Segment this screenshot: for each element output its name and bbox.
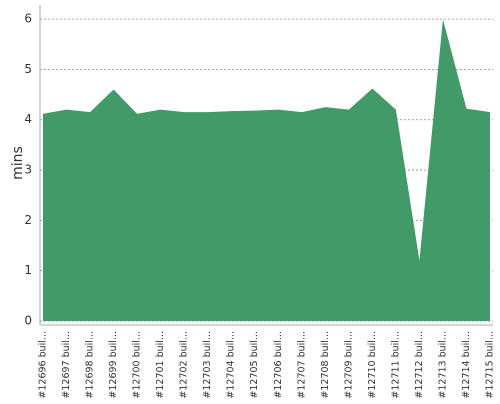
y-tick-label: 5 — [24, 62, 32, 76]
x-tick-label: #12708 buil... — [320, 331, 331, 399]
x-tick-label: #12713 buil... — [437, 331, 448, 399]
x-tick-label: #12705 buil... — [249, 331, 260, 399]
x-tick-label: #12704 buil... — [226, 331, 237, 399]
area — [43, 19, 490, 321]
x-tick-label: #12707 buil... — [296, 331, 307, 399]
x-tick-label: #12710 buil... — [367, 331, 378, 399]
y-axis-title: mins — [10, 146, 26, 180]
y-tick-label: 6 — [24, 12, 32, 26]
y-tick-label: 1 — [24, 263, 32, 277]
x-tick-label: #12700 buil... — [132, 331, 143, 399]
x-tick-label: #12712 buil... — [414, 331, 425, 399]
x-tick-label: #12701 buil... — [155, 331, 166, 399]
x-tick-label: #12714 buil... — [461, 331, 472, 399]
x-tick-label: #12703 buil... — [202, 331, 213, 399]
y-tick-label: 0 — [24, 314, 32, 328]
x-tick-label: #12711 buil... — [390, 331, 401, 399]
x-tick-label: #12706 buil... — [273, 331, 284, 399]
x-tick-label: #12698 buil... — [85, 331, 96, 399]
x-tick-label: #12696 buil... — [38, 331, 49, 399]
x-tick-label: #12702 buil... — [179, 331, 190, 399]
y-tick-label: 2 — [24, 213, 32, 227]
y-tick-label: 4 — [24, 112, 32, 126]
x-tick-label: #12715 buil... — [485, 331, 496, 399]
x-tick-label: #12709 buil... — [343, 331, 354, 399]
y-tick-label: 3 — [24, 163, 32, 177]
x-tick-label: #12699 buil... — [108, 331, 119, 399]
x-tick-label: #12697 buil... — [61, 331, 72, 399]
